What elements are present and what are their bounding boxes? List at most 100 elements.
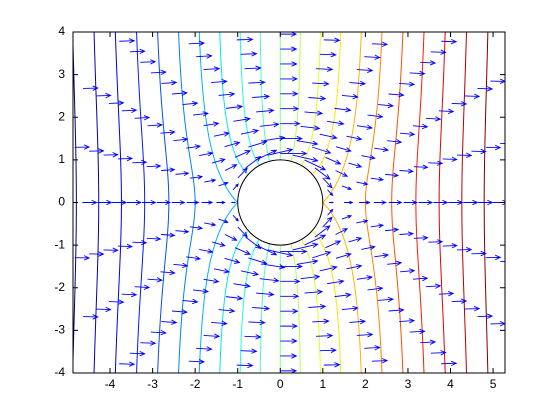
quiver-arrow	[252, 94, 271, 100]
quiver-arrow	[129, 350, 146, 357]
quiver-arrow	[451, 101, 468, 107]
quiver-arrow	[112, 199, 128, 206]
quiver-arrow	[203, 333, 221, 339]
quiver-arrow	[132, 159, 148, 166]
quiver-arrow	[485, 144, 502, 151]
quiver-arrow	[385, 227, 400, 233]
quiver-arrow	[175, 171, 190, 177]
quiver-arrow	[121, 107, 138, 114]
quiver-arrow	[129, 48, 146, 55]
quiver-arrow	[280, 293, 300, 299]
quiver-arrow	[280, 353, 298, 359]
quiver-arrow	[403, 200, 418, 205]
quiver-arrow	[140, 59, 157, 65]
quiver-arrow	[234, 247, 252, 255]
quiver-arrow	[256, 291, 275, 297]
quiver-arrow	[232, 183, 239, 191]
quiver-arrow	[134, 115, 151, 121]
quiver-arrow	[248, 257, 268, 265]
quiver-arrow	[134, 284, 151, 290]
quiver-arrow	[160, 129, 176, 136]
quiver-arrow	[240, 270, 260, 277]
quiver-arrow	[325, 156, 342, 165]
quiver-arrow	[399, 81, 416, 87]
quiver-arrow	[267, 147, 294, 156]
quiver-arrow	[231, 201, 237, 204]
quiver-arrow	[280, 46, 298, 52]
quiver-arrow	[189, 174, 204, 180]
quiver-arrow	[374, 146, 390, 153]
x-tick-label: 0	[277, 377, 284, 391]
contour-line	[259, 32, 270, 373]
quiver-arrow	[147, 277, 163, 283]
quiver-arrow	[323, 362, 341, 368]
quiver-arrow	[225, 104, 244, 110]
quiver-arrow	[430, 49, 447, 55]
quiver-arrow	[304, 289, 324, 295]
quiver-arrow	[218, 91, 236, 98]
quiver-arrow	[335, 170, 349, 177]
quiver-arrow	[204, 178, 217, 183]
quiver-arrow	[441, 360, 458, 367]
quiver-arrow	[237, 226, 248, 238]
quiver-arrow	[150, 329, 167, 336]
quiver-arrow	[203, 66, 221, 72]
quiver-arrow	[248, 319, 266, 326]
quiver-arrow	[186, 255, 202, 261]
quiver-arrow	[323, 37, 341, 43]
quiver-arrow	[438, 291, 455, 297]
quiver-arrow	[477, 86, 494, 92]
quiver-arrow	[188, 40, 206, 46]
quiver-arrow	[344, 200, 354, 205]
quiver-arrow	[399, 231, 414, 237]
quiver-arrow	[341, 305, 359, 312]
quiver-arrow	[203, 278, 220, 284]
quiver-arrow	[312, 251, 332, 259]
quiver-arrow	[478, 199, 494, 206]
quiver-arrow	[256, 108, 275, 114]
quiver-arrow	[95, 92, 112, 99]
quiver-arrow	[171, 90, 188, 96]
quiver-arrow	[348, 162, 363, 168]
quiver-arrow	[234, 150, 252, 158]
quiver-arrow	[150, 69, 167, 76]
quiver-arrow	[300, 125, 321, 131]
y-tick-label: 0	[58, 195, 65, 209]
quiver-arrow	[161, 80, 178, 86]
x-tick-label: 2	[362, 377, 369, 391]
quiver-arrow	[236, 362, 254, 369]
quiver-arrow	[103, 247, 119, 253]
x-tick-label: -1	[232, 377, 243, 391]
x-tick-label: 3	[405, 377, 412, 391]
quiver-arrow	[199, 248, 214, 254]
quiver-arrow	[356, 219, 369, 224]
quiver-arrow	[356, 275, 373, 281]
quiver-arrow	[367, 286, 384, 292]
quiver-arrow	[371, 358, 389, 364]
quiver-arrow	[304, 234, 327, 246]
quiver-arrow	[335, 146, 352, 153]
quiver-arrow	[259, 277, 280, 283]
quiver-arrow	[316, 66, 334, 72]
quiver-arrow	[425, 116, 442, 122]
quiver-arrow	[141, 199, 157, 206]
quiver-arrow	[373, 200, 387, 205]
quiver-arrow	[192, 111, 209, 117]
quiver-arrow	[224, 234, 238, 241]
quiver-arrow	[327, 189, 334, 197]
quiver-arrow	[312, 318, 330, 324]
quiver-arrow	[201, 200, 214, 205]
quiver-arrow	[203, 121, 220, 127]
quiver-arrow	[319, 347, 337, 353]
quiver-arrow	[327, 279, 345, 285]
quiver-arrow	[119, 361, 136, 367]
quiver-arrow	[255, 244, 278, 256]
quiver-arrow	[280, 308, 299, 314]
quiver-arrow	[280, 248, 308, 255]
quiver-arrow	[280, 135, 303, 142]
quiver-arrow	[121, 291, 138, 298]
quiver-arrow	[233, 116, 251, 123]
quiver-arrow	[371, 41, 389, 47]
quiver-arrow	[387, 260, 403, 266]
y-tick-label: 4	[58, 24, 65, 38]
